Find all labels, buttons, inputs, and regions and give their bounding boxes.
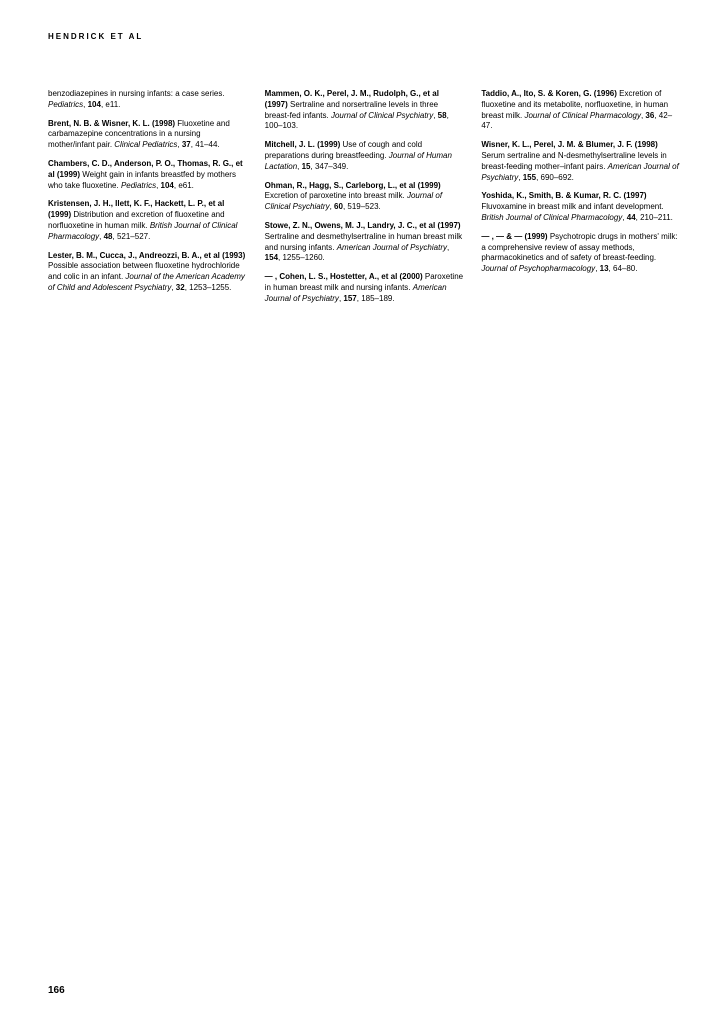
reference-entry: Chambers, C. D., Anderson, P. O., Thomas… — [48, 159, 247, 191]
running-head: HENDRICK ET AL — [48, 32, 680, 41]
reference-entry: Mammen, O. K., Perel, J. M., Rudolph, G.… — [265, 89, 464, 132]
reference-entry: Brent, N. B. & Wisner, K. L. (1998) Fluo… — [48, 119, 247, 151]
ref-column-1: benzodiazepines in nursing infants: a ca… — [48, 89, 247, 313]
reference-entry: benzodiazepines in nursing infants: a ca… — [48, 89, 247, 111]
reference-entry: Wisner, K. L., Perel, J. M. & Blumer, J.… — [481, 140, 680, 183]
reference-entry: Lester, B. M., Cucca, J., Andreozzi, B. … — [48, 251, 247, 294]
reference-entry: — , — & — (1999) Psychotropic drugs in m… — [481, 232, 680, 275]
reference-entry: Stowe, Z. N., Owens, M. J., Landry, J. C… — [265, 221, 464, 264]
reference-entry: — , Cohen, L. S., Hostetter, A., et al (… — [265, 272, 464, 304]
reference-entry: Taddio, A., Ito, S. & Koren, G. (1996) E… — [481, 89, 680, 132]
reference-entry: Yoshida, K., Smith, B. & Kumar, R. C. (1… — [481, 191, 680, 223]
page-number: 166 — [48, 985, 65, 996]
ref-column-2: Mammen, O. K., Perel, J. M., Rudolph, G.… — [265, 89, 464, 313]
reference-entry: Mitchell, J. L. (1999) Use of cough and … — [265, 140, 464, 172]
references-container: benzodiazepines in nursing infants: a ca… — [48, 89, 680, 313]
ref-column-3: Taddio, A., Ito, S. & Koren, G. (1996) E… — [481, 89, 680, 313]
reference-entry: Kristensen, J. H., Ilett, K. F., Hackett… — [48, 199, 247, 242]
reference-entry: Ohman, R., Hagg, S., Carleborg, L., et a… — [265, 181, 464, 213]
